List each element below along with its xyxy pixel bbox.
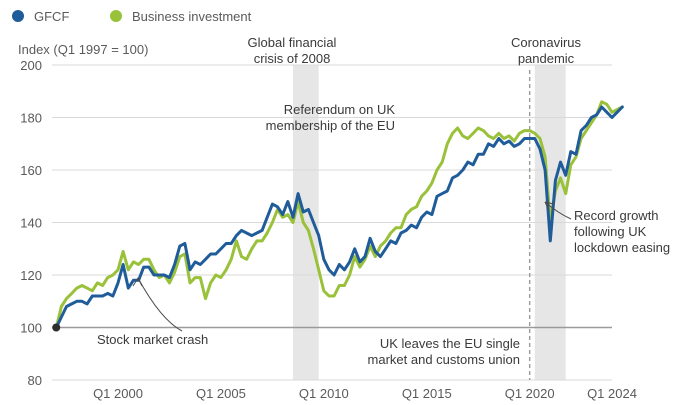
record-growth-label-line-1: Record growth	[574, 208, 659, 223]
legend-swatch-business-investment	[110, 10, 122, 22]
x-tick-label: Q1 2000	[93, 386, 143, 401]
record-growth-label-line-3: lockdown easing	[574, 240, 670, 255]
legend-swatch-gfcf	[12, 10, 24, 22]
x-tick-label: Q1 2005	[196, 386, 246, 401]
x-tick-label: Q1 2010	[299, 386, 349, 401]
stock-crash-pointer	[137, 277, 183, 332]
y-tick-label: 200	[20, 58, 42, 73]
y-tick-label: 80	[28, 373, 42, 388]
pandemic-label-line-2: pandemic	[518, 51, 575, 66]
series-lines	[54, 100, 624, 329]
x-tick-label: Q1 2020	[505, 386, 555, 401]
pandemic-label-line-1: Coronavirus	[511, 35, 582, 50]
y-tick-label: 180	[20, 111, 42, 126]
y-axis-ticks: 80 100 120 140 160 180 200	[20, 58, 42, 388]
origin-point	[52, 323, 61, 332]
x-tick-label: Q1 2024	[587, 386, 637, 401]
y-axis-title: Index (Q1 1997 = 100)	[18, 42, 148, 57]
stock-crash-label: Stock market crash	[97, 332, 208, 347]
gfc-label-line-1: Global financial	[248, 35, 337, 50]
x-axis-ticks: Q1 2000 Q1 2005 Q1 2010 Q1 2015 Q1 2020 Q1 20…	[93, 386, 637, 401]
y-tick-label: 160	[20, 163, 42, 178]
record-growth-arrowhead	[544, 201, 555, 211]
referendum-label-line-2: membership of the EU	[266, 118, 395, 133]
referendum-label-line-1: Referendum on UK	[284, 102, 396, 117]
series-line-gfcf	[54, 105, 624, 329]
stock-crash-arrowhead	[132, 276, 143, 287]
gfc-label-line-2: crisis of 2008	[254, 51, 331, 66]
y-tick-label: 100	[20, 321, 42, 336]
x-tick-label: Q1 2015	[402, 386, 452, 401]
y-tick-label: 120	[20, 268, 42, 283]
legend-label-business-investment: Business investment	[132, 9, 252, 24]
y-tick-label: 140	[20, 216, 42, 231]
legend: GFCF Business investment	[12, 9, 252, 24]
series-line-business-investment	[54, 100, 624, 329]
eu-exit-label-line-2: market and customs union	[368, 352, 520, 367]
eu-exit-label-line-1: UK leaves the EU single	[380, 336, 520, 351]
record-growth-pointer	[544, 201, 572, 220]
legend-label-gfcf: GFCF	[34, 9, 69, 24]
record-growth-label-line-2: following UK	[574, 224, 647, 239]
